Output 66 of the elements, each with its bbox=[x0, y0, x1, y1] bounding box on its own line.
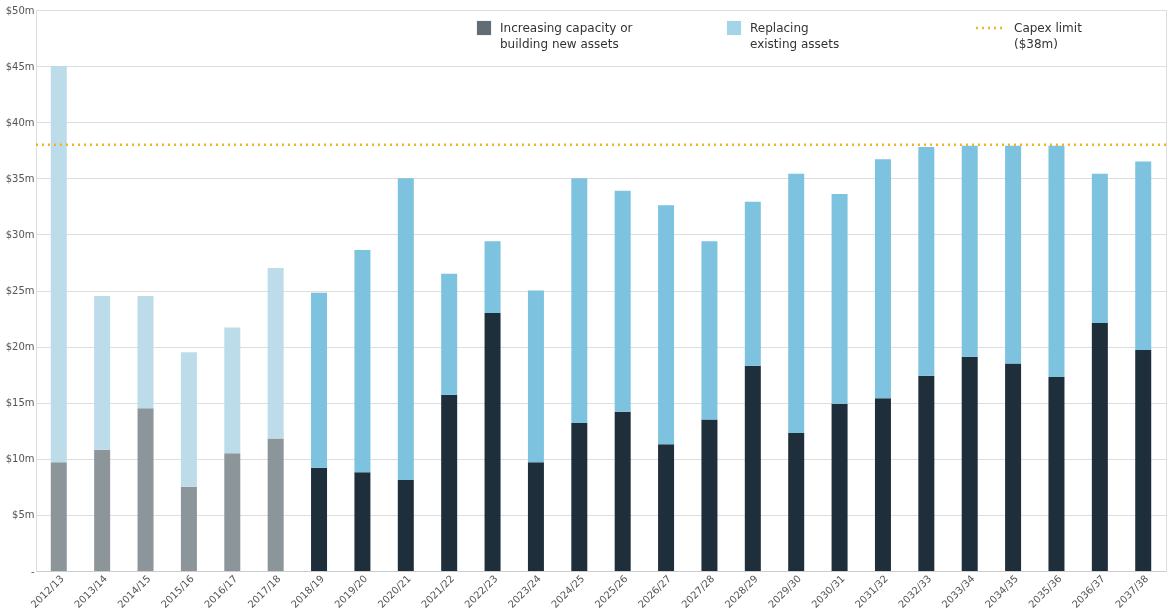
bar bbox=[874, 159, 891, 399]
bar bbox=[180, 486, 197, 571]
bar bbox=[1048, 376, 1065, 571]
bar bbox=[354, 250, 371, 473]
y-tick-label: $40m bbox=[5, 116, 35, 128]
bar bbox=[1005, 145, 1022, 364]
bar bbox=[50, 462, 67, 571]
bar bbox=[137, 296, 154, 409]
bar bbox=[1091, 173, 1108, 324]
bar bbox=[961, 145, 978, 357]
bar bbox=[311, 467, 328, 571]
bar bbox=[224, 453, 241, 571]
bar bbox=[484, 312, 501, 571]
y-tick-label: $45m bbox=[5, 60, 35, 72]
y-tick-label: $20m bbox=[5, 341, 35, 353]
bar bbox=[267, 268, 284, 439]
bar bbox=[50, 66, 67, 463]
legend-label: Capex limit ($38m) bbox=[1014, 21, 1083, 51]
bar bbox=[701, 241, 718, 420]
bar bbox=[354, 472, 371, 571]
bar bbox=[397, 480, 414, 571]
bar bbox=[527, 290, 544, 463]
bar bbox=[788, 432, 805, 571]
bar bbox=[267, 438, 284, 571]
y-tick-label: $15m bbox=[5, 397, 35, 409]
bar bbox=[701, 419, 718, 571]
bar bbox=[180, 352, 197, 487]
y-tick-label: $25m bbox=[5, 285, 35, 296]
bar bbox=[744, 201, 761, 366]
y-tick-label: - bbox=[30, 565, 35, 577]
bar bbox=[1005, 363, 1022, 571]
bar bbox=[397, 178, 414, 481]
y-tick-label: $35m bbox=[5, 172, 35, 184]
bar bbox=[1091, 323, 1108, 571]
bar bbox=[137, 408, 154, 571]
bar bbox=[441, 273, 458, 395]
legend-label: Replacing existing assets bbox=[750, 21, 840, 51]
bar bbox=[961, 356, 978, 571]
bar bbox=[441, 394, 458, 571]
bar bbox=[224, 327, 241, 454]
bar bbox=[658, 205, 675, 445]
bar bbox=[94, 449, 111, 571]
y-tick-label: $5m bbox=[12, 509, 35, 521]
bar bbox=[831, 194, 848, 404]
bar bbox=[1048, 145, 1065, 377]
y-tick-label: $10m bbox=[5, 453, 35, 465]
bar bbox=[527, 462, 544, 571]
y-tick-label: $50m bbox=[5, 4, 35, 16]
bar bbox=[484, 241, 501, 313]
bar bbox=[831, 403, 848, 571]
bar bbox=[571, 422, 588, 571]
bar bbox=[614, 411, 631, 571]
bar bbox=[788, 173, 805, 433]
legend-label: Increasing capacity or building new assets bbox=[500, 21, 633, 51]
bar bbox=[1135, 349, 1152, 571]
bar bbox=[874, 398, 891, 571]
bar bbox=[94, 296, 111, 450]
bar bbox=[918, 375, 935, 571]
bar bbox=[744, 365, 761, 571]
bar bbox=[658, 444, 675, 571]
bar bbox=[571, 178, 588, 423]
bar bbox=[1135, 161, 1152, 350]
y-tick-label: $30m bbox=[5, 228, 35, 240]
bar bbox=[614, 190, 631, 412]
bar bbox=[311, 292, 328, 468]
bar bbox=[918, 146, 935, 376]
